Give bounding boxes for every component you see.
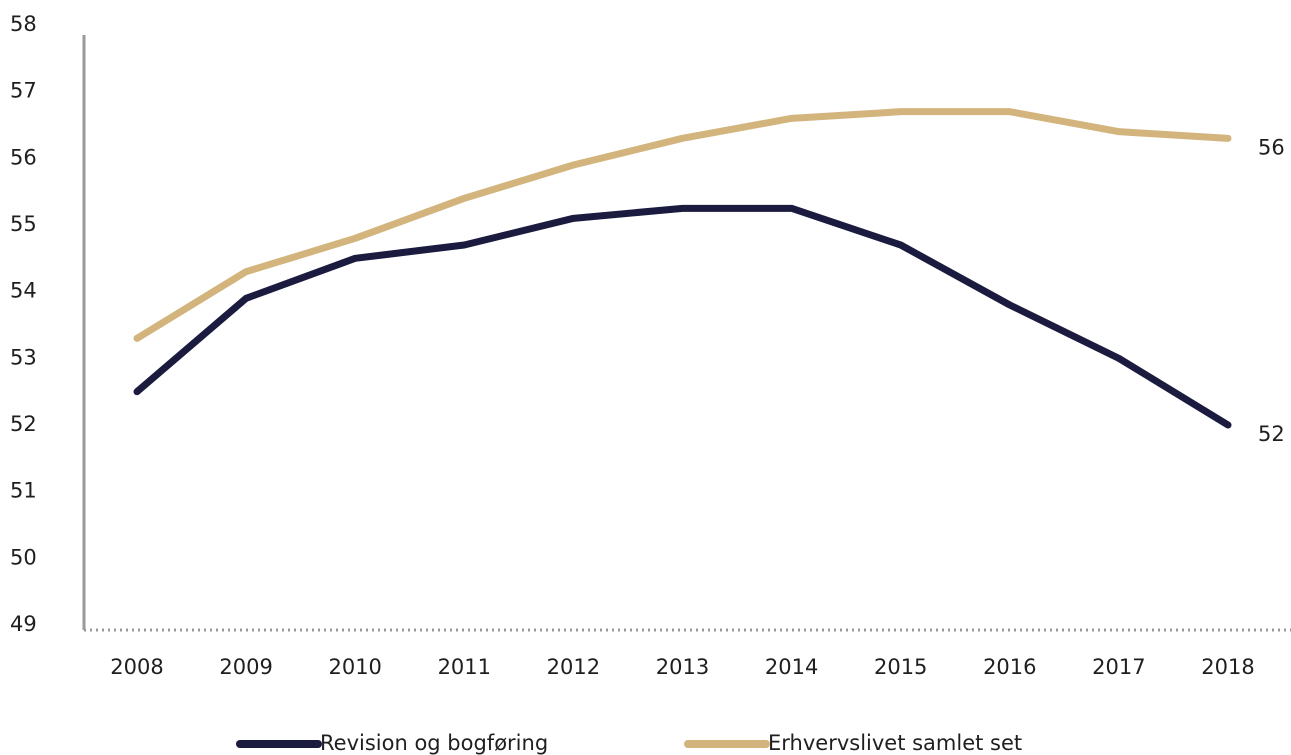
x-tick-label: 2011 (438, 655, 491, 679)
y-tick-label: 53 (10, 345, 37, 369)
x-tick-label: 2010 (328, 655, 381, 679)
x-tick-label: 2015 (874, 655, 927, 679)
y-tick-label: 49 (10, 612, 37, 636)
x-tick-label: 2013 (656, 655, 709, 679)
x-tick-label: 2009 (219, 655, 272, 679)
y-tick-label: 55 (10, 212, 37, 236)
end-label: 56 (1258, 135, 1285, 159)
y-tick-label: 50 (10, 545, 37, 569)
series-line (133, 204, 1232, 429)
x-tick-label: 2008 (110, 655, 163, 679)
legend-label: Revision og bogføring (320, 731, 548, 755)
end-label: 52 (1258, 422, 1285, 446)
y-tick-label: 58 (10, 12, 37, 36)
y-tick-label: 56 (10, 145, 37, 169)
x-tick-label: 2018 (1201, 655, 1254, 679)
x-tick-label: 2014 (765, 655, 818, 679)
legend-label: Erhvervslivet samlet set (768, 731, 1022, 755)
y-tick-label: 57 (10, 79, 37, 103)
x-tick-label: 2012 (547, 655, 600, 679)
y-tick-label: 54 (10, 279, 37, 303)
y-tick-label: 51 (10, 479, 37, 503)
x-tick-label: 2016 (983, 655, 1036, 679)
y-tick-label: 52 (10, 412, 37, 436)
x-tick-label: 2017 (1092, 655, 1145, 679)
series-line (133, 108, 1232, 342)
